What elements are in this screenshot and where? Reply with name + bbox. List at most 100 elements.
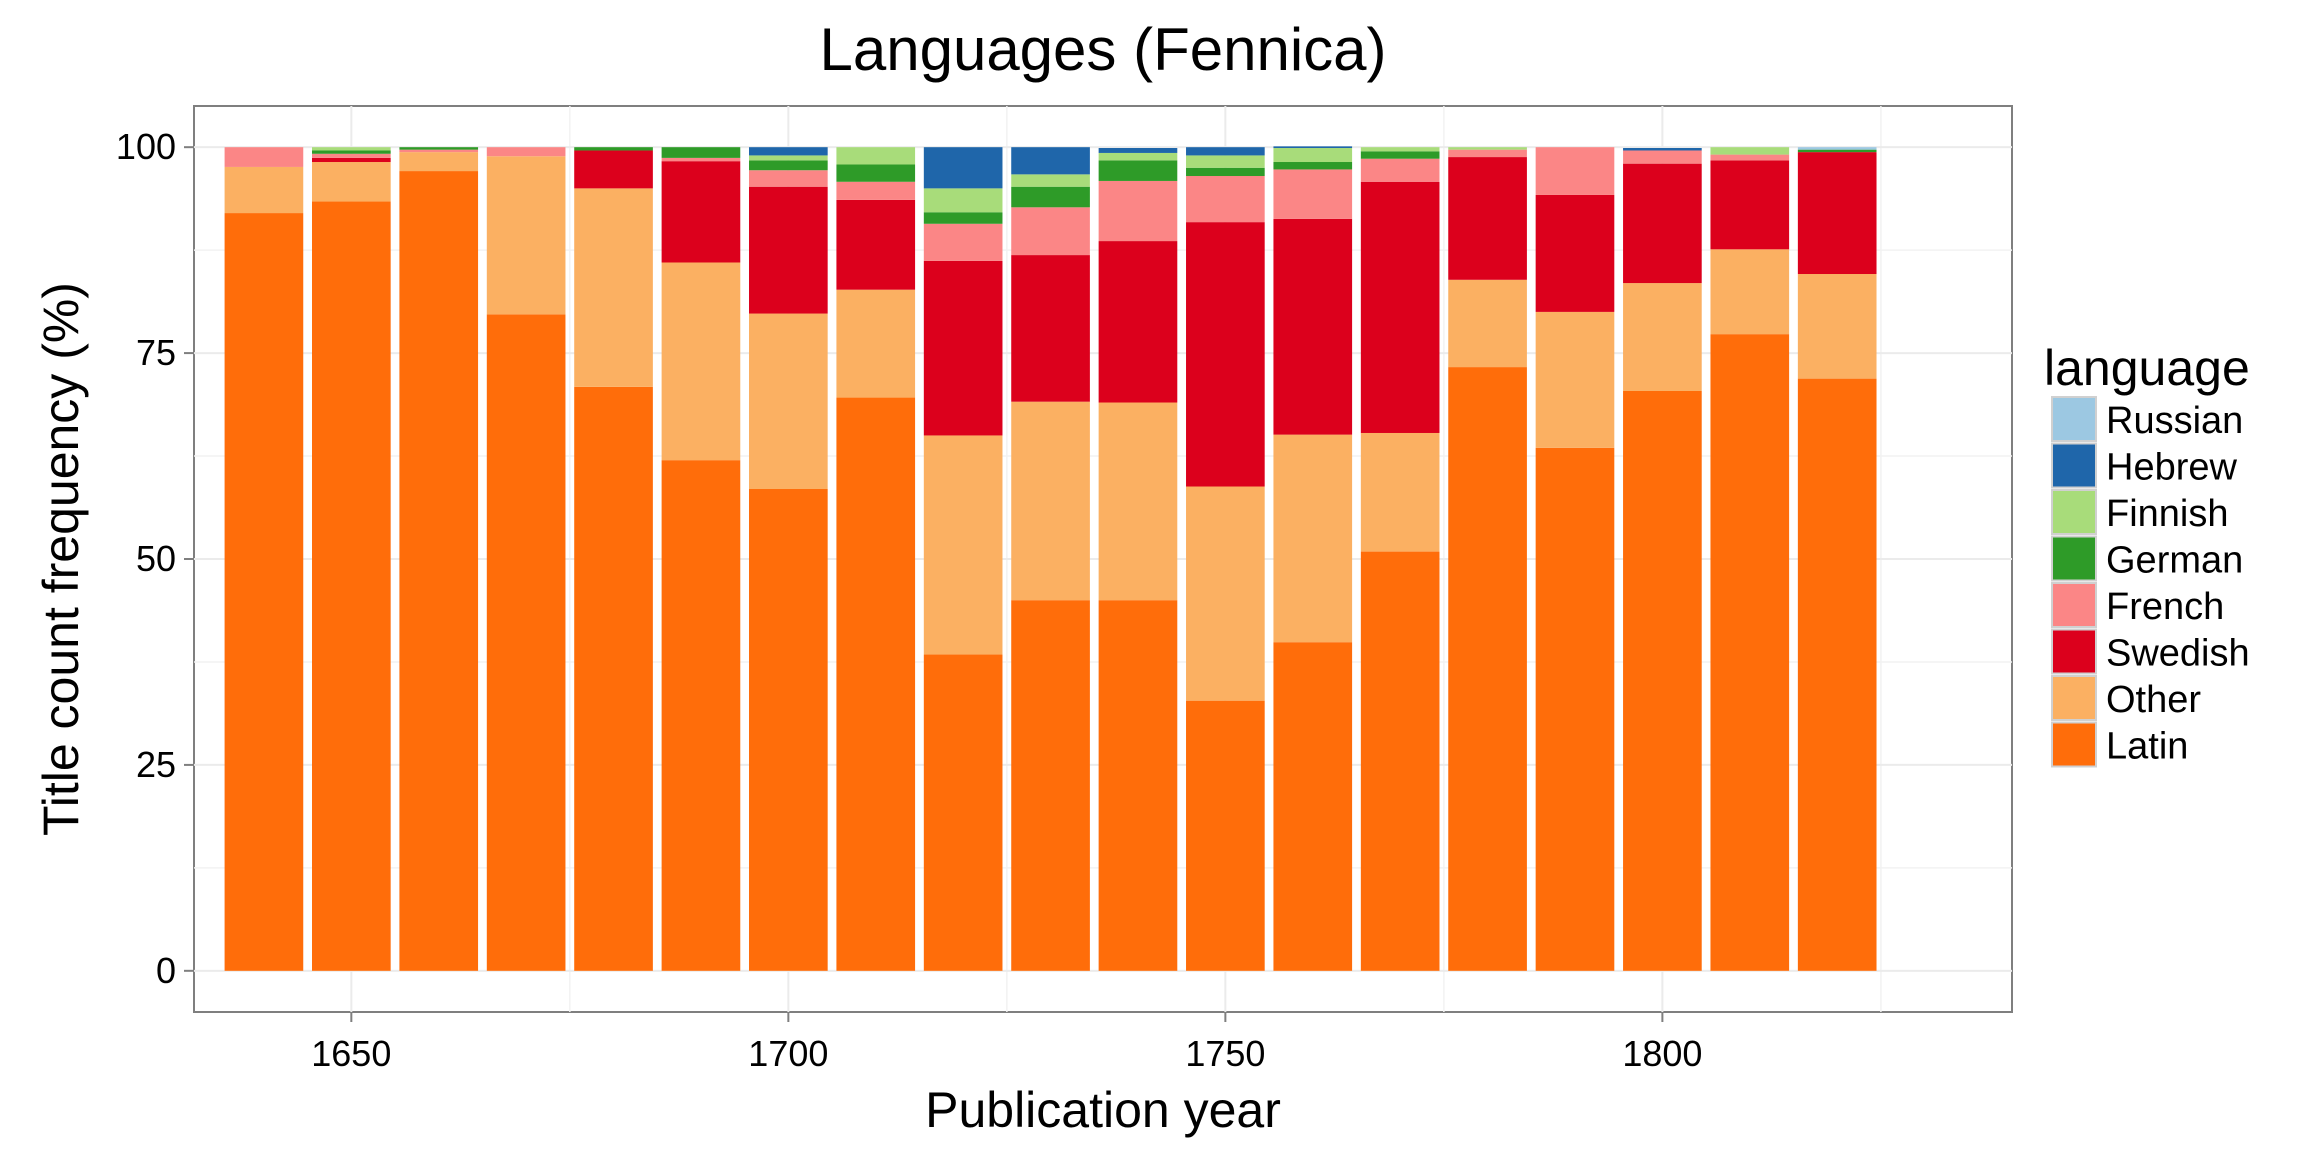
y-axis-title: Title count frequency (%) (33, 282, 89, 836)
bar-french-1650 (312, 153, 391, 158)
x-axis: 1650 1700 1750 1800 (311, 1012, 1702, 1074)
bar-german-1690 (661, 147, 741, 158)
bar-swedish-1720 (923, 260, 1003, 436)
y-tick-label: 0 (156, 950, 176, 991)
bar-hebrew-1800 (1623, 148, 1702, 151)
bar-other-1760 (1273, 434, 1353, 643)
bar-french-1780 (1448, 149, 1527, 158)
x-tick-label: 1650 (311, 1033, 391, 1074)
bar-latin-1660 (399, 171, 479, 971)
x-tick-label: 1750 (1185, 1033, 1265, 1074)
y-tick-label: 50 (136, 538, 176, 579)
bar-swedish-1750 (1186, 222, 1265, 487)
bar-other-1750 (1186, 486, 1265, 701)
bar-french-1750 (1186, 176, 1265, 223)
bar-latin-1770 (1360, 551, 1440, 971)
bar-latin-1730 (1011, 600, 1090, 971)
x-axis-title: Publication year (925, 1082, 1281, 1138)
bar-other-1690 (661, 262, 741, 461)
legend-label-hebrew: Hebrew (2106, 447, 2237, 489)
bar-latin-1810 (1710, 334, 1790, 971)
legend-label-french: French (2106, 586, 2224, 628)
bar-latin-1700 (749, 488, 828, 971)
bar-finnish-1810 (1710, 147, 1790, 155)
bar-other-1730 (1011, 401, 1090, 601)
legend-label-russian: Russian (2106, 400, 2243, 442)
bars-layer (224, 146, 1877, 971)
legend-key-finnish (2051, 489, 2097, 535)
bar-german-1680 (574, 147, 653, 151)
legend-key-german (2051, 535, 2097, 582)
y-tick-label: 25 (136, 744, 176, 785)
bar-finnish-1740 (1098, 152, 1178, 161)
bar-latin-1710 (836, 397, 916, 971)
bar-german-1740 (1098, 160, 1178, 181)
legend-key-other (2051, 675, 2097, 721)
bar-other-1780 (1448, 279, 1527, 368)
bar-latin-1740 (1098, 600, 1178, 971)
bar-swedish-1740 (1098, 241, 1178, 403)
bar-latin-1720 (923, 654, 1003, 971)
bar-hebrew-1750 (1186, 147, 1265, 156)
bar-french-1800 (1623, 150, 1702, 164)
bar-other-1700 (749, 313, 828, 489)
bar-french-1770 (1360, 158, 1440, 182)
legend-key-latin (2051, 721, 2097, 768)
bar-french-1700 (749, 170, 828, 187)
bar-german-1710 (836, 164, 916, 182)
chart-title: Languages (Fennica) (819, 16, 1386, 83)
bar-russian-1820 (1797, 147, 1877, 150)
bar-french-1730 (1011, 207, 1090, 256)
bar-swedish-1760 (1273, 218, 1353, 435)
bar-finnish-1760 (1273, 148, 1353, 163)
bar-finnish-1700 (749, 155, 828, 161)
bar-hebrew-1730 (1011, 147, 1090, 175)
legend-key-french (2051, 582, 2097, 628)
bar-german-1750 (1186, 167, 1265, 177)
bar-latin-1690 (661, 460, 741, 971)
bar-finnish-1710 (836, 147, 916, 165)
bar-french-1760 (1273, 169, 1353, 219)
bar-german-1720 (923, 212, 1003, 224)
bar-hebrew-1740 (1098, 148, 1178, 153)
bar-hebrew-1720 (923, 147, 1003, 189)
bar-swedish-1820 (1797, 152, 1877, 275)
bar-other-1770 (1360, 432, 1440, 552)
bar-latin-1640 (224, 213, 304, 971)
bar-german-1760 (1273, 162, 1353, 170)
x-tick-label: 1700 (748, 1033, 828, 1074)
bar-swedish-1770 (1360, 181, 1440, 433)
bar-finnish-1650 (312, 147, 391, 151)
bar-swedish-1700 (749, 186, 828, 314)
bar-german-1660 (399, 147, 479, 150)
bar-latin-1790 (1535, 447, 1615, 971)
bar-latin-1780 (1448, 367, 1527, 971)
bar-french-1710 (836, 181, 916, 200)
legend-key-russian (2051, 396, 2097, 442)
bar-german-1820 (1797, 149, 1877, 153)
bar-swedish-1780 (1448, 157, 1527, 280)
bar-other-1710 (836, 289, 916, 398)
bar-german-1700 (749, 160, 828, 171)
bar-german-1770 (1360, 151, 1440, 159)
bar-finnish-1720 (923, 188, 1003, 213)
bar-finnish-1730 (1011, 174, 1090, 187)
bar-finnish-1750 (1186, 155, 1265, 168)
bar-other-1800 (1623, 283, 1702, 391)
bar-latin-1750 (1186, 700, 1265, 971)
bar-french-1720 (923, 223, 1003, 261)
bar-other-1660 (399, 152, 479, 172)
y-tick-label: 100 (116, 126, 176, 167)
y-tick-label: 75 (136, 332, 176, 373)
bar-latin-1800 (1623, 390, 1702, 971)
bar-hebrew-1760 (1273, 146, 1353, 149)
bar-latin-1680 (574, 386, 653, 971)
bar-latin-1820 (1797, 378, 1877, 971)
legend-label-finnish: Finnish (2106, 493, 2229, 535)
bar-swedish-1790 (1535, 194, 1615, 312)
bar-latin-1760 (1273, 642, 1353, 971)
legend-title: language (2044, 340, 2250, 396)
legend-key-swedish (2051, 628, 2097, 675)
bar-other-1810 (1710, 249, 1790, 335)
bar-other-1790 (1535, 311, 1615, 448)
